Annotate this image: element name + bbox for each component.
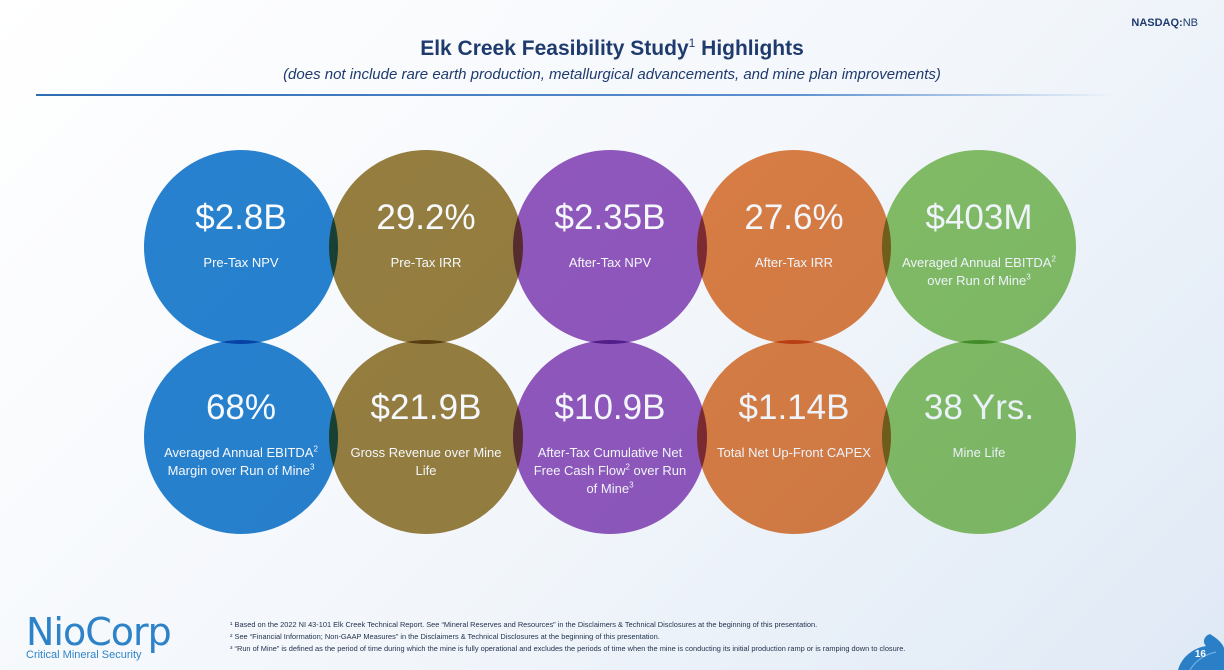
metric-circle-cumulative-fcf: $10.9B After-Tax Cumulative Net Free Cas… — [513, 340, 707, 534]
title-footnote-ref: 1 — [688, 36, 696, 50]
leaf-shape — [1178, 634, 1224, 670]
page-title: Elk Creek Feasibility Study1 Highlights — [0, 36, 1224, 61]
metric-circle-pretax-irr: 29.2% Pre-Tax IRR — [329, 150, 523, 344]
title-suffix: Highlights — [695, 37, 804, 60]
metric-circle-aftertax-irr: 27.6% After-Tax IRR — [697, 150, 891, 344]
metric-value: 27.6% — [744, 198, 844, 237]
metric-value: $403M — [925, 198, 1033, 237]
ticker-symbol: NB — [1182, 17, 1198, 29]
footnotes: ¹ Based on the 2022 NI 43-101 Elk Creek … — [230, 619, 1130, 655]
metric-label: Averaged Annual EBITDA2 over Run of Mine… — [902, 254, 1056, 288]
page-number: 16 — [1194, 649, 1206, 660]
ticker-prefix: NASDAQ: — [1131, 17, 1183, 29]
metric-circle-capex: $1.14B Total Net Up-Front CAPEX — [697, 340, 891, 534]
metric-value: $2.35B — [554, 198, 666, 237]
metric-circle-ebitda-margin: 68% Averaged Annual EBITDA2 Margin over … — [144, 340, 338, 534]
leaf-vein — [1189, 651, 1217, 670]
metric-label: Total Net Up-Front CAPEX — [717, 445, 871, 460]
metric-label: After-Tax IRR — [754, 255, 833, 270]
metric-value: 68% — [205, 388, 277, 427]
metric-circle-annual-ebitda: $403M Averaged Annual EBITDA2 over Run o… — [882, 150, 1076, 344]
title-text: Elk Creek Feasibility Study — [420, 37, 689, 60]
metric-value: 29.2% — [376, 198, 476, 237]
metric-value: $10.9B — [554, 388, 666, 427]
metric-label: After-Tax NPV — [568, 255, 652, 270]
metric-value: $1.14B — [738, 388, 850, 427]
title-divider — [36, 94, 1116, 96]
metric-label: Averaged Annual EBITDA2 Margin over Run … — [164, 444, 318, 478]
metric-label: After-Tax Cumulative Net Free Cash Flow2… — [533, 445, 687, 496]
footnote-3: ³ “Run of Mine” is defined as the period… — [230, 644, 906, 653]
metric-label: Gross Revenue over Mine Life — [350, 445, 502, 478]
page-number-badge — [1178, 634, 1224, 670]
metric-value: $2.8B — [195, 198, 287, 237]
metric-label: Pre-Tax NPV — [203, 255, 279, 270]
logo-name: NioCorp — [26, 610, 172, 654]
metric-value: 38 Yrs. — [923, 388, 1035, 427]
metric-label: Mine Life — [952, 445, 1006, 460]
page-subtitle: (does not include rare earth production,… — [283, 66, 941, 83]
metric-circle-gross-revenue: $21.9B Gross Revenue over Mine Life — [329, 340, 523, 534]
footnote-1: ¹ Based on the 2022 NI 43-101 Elk Creek … — [230, 620, 818, 629]
metric-circle-aftertax-npv: $2.35B After-Tax NPV — [513, 150, 707, 344]
metric-label: Pre-Tax IRR — [390, 255, 462, 270]
metric-circle-pretax-npv: $2.8B Pre-Tax NPV — [144, 150, 338, 344]
logo-tagline: Critical Mineral Security — [26, 649, 142, 661]
ticker: NASDAQ:NB — [1131, 17, 1198, 29]
metric-value: $21.9B — [370, 388, 482, 427]
metric-circle-mine-life: 38 Yrs. Mine Life — [882, 340, 1076, 534]
footnote-2: ² See “Financial Information; Non-GAAP M… — [230, 632, 660, 641]
niocorp-logo: NioCorp Critical Mineral Security — [26, 610, 172, 661]
